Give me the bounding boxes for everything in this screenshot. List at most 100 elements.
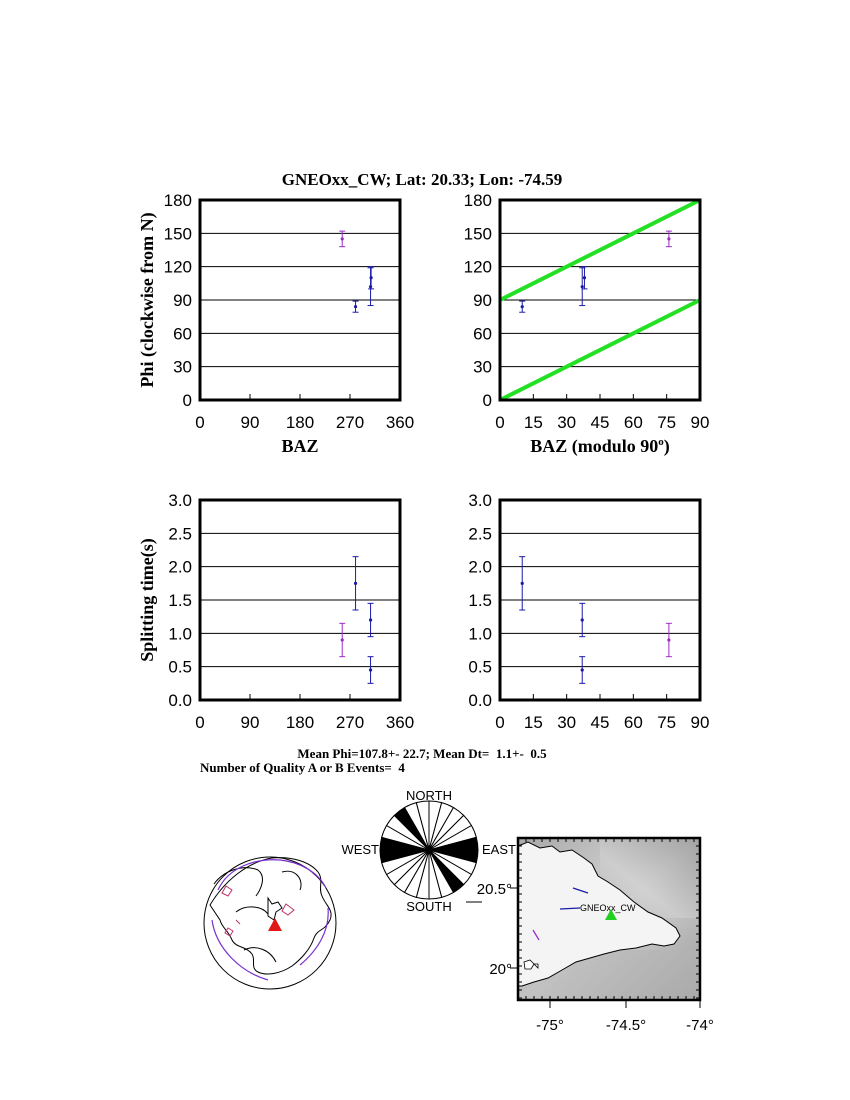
y-tick-label: 120	[464, 258, 492, 277]
rose-label-south: SOUTH	[406, 899, 452, 914]
event-count-text: Number of Quality A or B Events= 4	[200, 760, 405, 775]
y-tick-label: 120	[164, 258, 192, 277]
data-point	[353, 581, 358, 585]
data-point	[340, 638, 344, 642]
data-point	[667, 237, 671, 241]
data-point	[667, 638, 671, 642]
x-tick-label: 90	[691, 713, 710, 732]
data-point	[520, 305, 524, 309]
y-tick-label: 2.0	[168, 558, 192, 577]
plot-frame	[198, 498, 402, 702]
data-point	[580, 618, 584, 622]
y-tick-label: 1.5	[168, 591, 192, 610]
plot-frame	[498, 498, 702, 702]
y-tick-label: 180	[164, 191, 192, 210]
x-tick-label: 180	[286, 413, 314, 432]
y-tick-label: 2.5	[168, 524, 192, 543]
globe-inset	[203, 856, 337, 990]
y-axis-label-dt: Splitting time(s)	[137, 538, 158, 662]
map-inset: GNEOxx_CW -75° -74.5° -74° 20.5° 20°	[477, 836, 714, 1034]
x-tick-label: 15	[524, 713, 543, 732]
y-tick-label: 1.0	[168, 624, 192, 643]
y-tick-label: 30	[173, 358, 192, 377]
x-tick-label: 75	[657, 413, 676, 432]
station-marker-globe	[268, 918, 282, 931]
y-tick-label: 60	[473, 324, 492, 343]
x-tick-label: 60	[624, 713, 643, 732]
x-axis-label-baz-mod90: BAZ (modulo 90o)	[530, 436, 670, 457]
y-tick-label: 0	[183, 391, 192, 410]
y-tick-label: 30	[473, 358, 492, 377]
chart-title: GNEOxx_CW; Lat: 20.33; Lon: -74.59	[282, 170, 563, 189]
x-tick-label: 360	[386, 413, 414, 432]
data-point	[582, 276, 587, 280]
x-tick-label: 90	[241, 713, 260, 732]
x-tick-label: 270	[336, 413, 364, 432]
map-y-tick-label: 20.5°	[477, 881, 512, 898]
x-tick-label: 180	[286, 713, 314, 732]
data-point	[580, 668, 584, 672]
x-tick-label: 0	[495, 413, 504, 432]
x-tick-label: 30	[557, 413, 576, 432]
y-tick-label: 0	[483, 391, 492, 410]
data-point	[368, 668, 373, 672]
x-tick-label: 45	[591, 413, 610, 432]
y-tick-label: 0.5	[468, 658, 492, 677]
rose-label-west: WEST	[341, 842, 379, 857]
rose-label-north: NORTH	[406, 788, 452, 803]
map-x-tick-label: -74°	[686, 1017, 714, 1034]
x-tick-label: 90	[241, 413, 260, 432]
data-point	[520, 581, 524, 585]
y-tick-label: 0.0	[468, 691, 492, 710]
y-tick-label: 90	[173, 291, 192, 310]
plot-frame	[498, 198, 702, 402]
panel-dt-baz-mod90: 0.0 0.5 1.0 1.5 2.0 2.5 3.0 0 15 30 45 60 75 90	[468, 491, 709, 732]
x-tick-label: 0	[495, 713, 504, 732]
y-tick-label: 0.5	[168, 658, 192, 677]
x-tick-label: 270	[336, 713, 364, 732]
x-tick-label: 0	[195, 713, 204, 732]
x-tick-label: 0	[195, 413, 204, 432]
x-tick-label: 60	[624, 413, 643, 432]
x-tick-label: 45	[591, 713, 610, 732]
y-tick-label: 2.5	[468, 524, 492, 543]
rose-diagram: NORTH SOUTH EAST WEST	[341, 788, 516, 914]
map-x-tick-label: -75°	[536, 1017, 564, 1034]
y-tick-label: 150	[164, 224, 192, 243]
y-tick-label: 0.0	[168, 691, 192, 710]
data-point	[580, 285, 584, 289]
x-tick-label: 90	[691, 413, 710, 432]
y-tick-label: 90	[473, 291, 492, 310]
x-tick-label: 360	[386, 713, 414, 732]
station-marker-map	[605, 909, 617, 920]
y-tick-label: 180	[464, 191, 492, 210]
map-x-tick-label: -74.5°	[606, 1017, 646, 1034]
y-tick-label: 60	[173, 324, 192, 343]
x-tick-label: 15	[524, 413, 543, 432]
data-point	[340, 237, 344, 241]
panel-dt-baz: 0.0 0.5 1.0 1.5 2.0 2.5 3.0 0 90 180 270 360	[168, 491, 414, 732]
mean-stats-text: Mean Phi=107.8+- 22.7; Mean Dt= 1.1+- 0.…	[297, 746, 547, 761]
y-tick-label: 1.0	[468, 624, 492, 643]
data-point	[368, 618, 373, 622]
data-point	[353, 305, 358, 309]
x-axis-label-baz: BAZ	[281, 436, 318, 456]
data-point	[369, 276, 373, 280]
map-y-tick-label: 20°	[489, 961, 512, 978]
panel-phi-baz-mod90: 0 30 60 90 120 150 180 0 15 30 45 60 75 90	[464, 191, 710, 432]
x-tick-label: 30	[557, 713, 576, 732]
y-tick-label: 1.5	[468, 591, 492, 610]
y-tick-label: 3.0	[168, 491, 192, 510]
panel-phi-baz: 0 30 60 90 120 150 180 0 90 180 270 360	[164, 191, 415, 432]
y-axis-label-phi: Phi (clockwise from N)	[137, 212, 158, 387]
data-point	[368, 285, 373, 289]
reference-line	[499, 198, 701, 302]
map-ticks	[510, 837, 701, 1008]
y-tick-label: 3.0	[468, 491, 492, 510]
x-tick-label: 75	[657, 713, 676, 732]
rose-label-east: EAST	[482, 842, 516, 857]
station-label-map: GNEOxx_CW	[580, 903, 636, 913]
rose-sector	[415, 800, 430, 851]
plot-frame	[198, 198, 402, 402]
